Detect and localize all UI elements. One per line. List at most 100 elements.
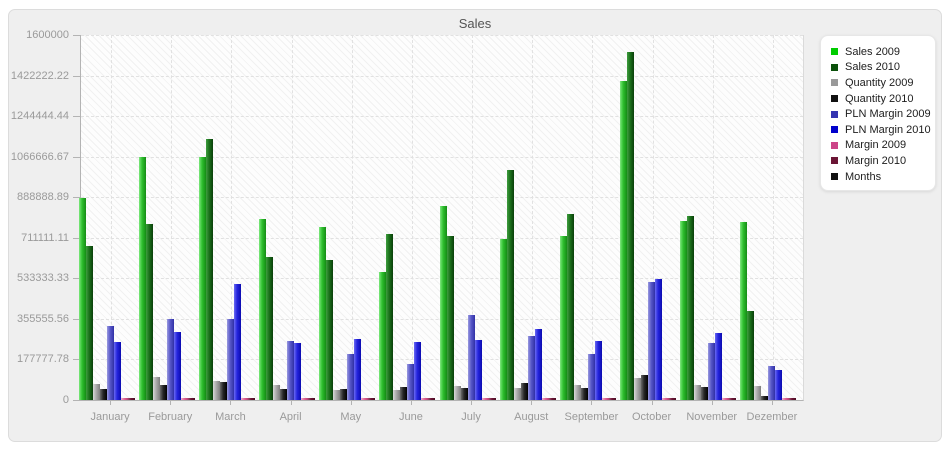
bar-pln-margin-2010[interactable]: [113, 341, 121, 400]
bar-margin-2010[interactable]: [488, 397, 496, 400]
legend-item-sales-2010[interactable]: Sales 2010: [831, 60, 929, 76]
bar-margin-2009[interactable]: [421, 398, 429, 400]
legend-item-quantity-2010[interactable]: Quantity 2010: [831, 91, 929, 107]
bar-pln-margin-2010[interactable]: [594, 341, 602, 400]
bar-sales-2010[interactable]: [386, 233, 394, 400]
bar-pln-margin-2009[interactable]: [768, 365, 776, 400]
bar-pln-margin-2010[interactable]: [655, 279, 663, 400]
bar-margin-2010[interactable]: [247, 397, 255, 400]
bar-sales-2009[interactable]: [740, 221, 748, 400]
bar-quantity-2009[interactable]: [393, 390, 401, 400]
bar-sales-2010[interactable]: [326, 260, 334, 400]
bar-sales-2009[interactable]: [499, 239, 507, 400]
bar-quantity-2010[interactable]: [340, 388, 348, 400]
legend-item-margin-2009[interactable]: Margin 2009: [831, 138, 929, 154]
bar-sales-2009[interactable]: [259, 218, 267, 400]
legend-item-pln-margin-2010[interactable]: PLN Margin 2010: [831, 122, 931, 138]
bar-quantity-2010[interactable]: [99, 388, 107, 400]
bar-pln-margin-2009[interactable]: [708, 342, 716, 400]
bar-quantity-2010[interactable]: [701, 387, 709, 400]
bar-margin-2010[interactable]: [548, 397, 556, 400]
bar-sales-2010[interactable]: [85, 245, 93, 400]
legend-item-sales-2009[interactable]: Sales 2009: [831, 44, 929, 60]
bar-sales-2009[interactable]: [138, 157, 146, 400]
bar-quantity-2010[interactable]: [280, 388, 288, 400]
bar-quantity-2009[interactable]: [513, 388, 521, 400]
bar-sales-2010[interactable]: [145, 224, 153, 400]
bar-pln-margin-2010[interactable]: [534, 329, 542, 400]
bar-quantity-2009[interactable]: [754, 385, 762, 400]
bar-sales-2009[interactable]: [319, 226, 327, 400]
bar-sales-2010[interactable]: [627, 52, 635, 400]
bar-quantity-2009[interactable]: [453, 386, 461, 400]
bar-margin-2009[interactable]: [120, 398, 128, 400]
bar-pln-margin-2009[interactable]: [166, 318, 174, 400]
bar-pln-margin-2010[interactable]: [775, 370, 783, 400]
bar-sales-2010[interactable]: [506, 169, 514, 400]
bar-sales-2009[interactable]: [680, 220, 688, 400]
bar-quantity-2010[interactable]: [460, 388, 468, 400]
bar-quantity-2010[interactable]: [400, 387, 408, 400]
bar-margin-2009[interactable]: [301, 398, 309, 400]
bar-margin-2010[interactable]: [789, 397, 797, 400]
bar-pln-margin-2009[interactable]: [287, 341, 295, 400]
legend-item-pln-margin-2009[interactable]: PLN Margin 2009: [831, 106, 931, 122]
bar-margin-2009[interactable]: [361, 398, 369, 400]
bar-quantity-2009[interactable]: [212, 380, 220, 400]
bar-sales-2009[interactable]: [78, 198, 86, 400]
bar-margin-2010[interactable]: [127, 397, 135, 400]
bar-margin-2009[interactable]: [662, 398, 670, 400]
bar-margin-2010[interactable]: [368, 397, 376, 400]
bar-pln-margin-2010[interactable]: [474, 340, 482, 400]
bar-quantity-2010[interactable]: [219, 381, 227, 400]
bar-margin-2009[interactable]: [180, 398, 188, 400]
bar-margin-2010[interactable]: [729, 397, 737, 400]
bar-margin-2010[interactable]: [608, 397, 616, 400]
bar-sales-2009[interactable]: [379, 271, 387, 400]
bar-quantity-2010[interactable]: [159, 384, 167, 400]
bar-pln-margin-2009[interactable]: [407, 363, 415, 400]
bar-sales-2010[interactable]: [446, 235, 454, 400]
bar-pln-margin-2009[interactable]: [587, 354, 595, 400]
bar-pln-margin-2009[interactable]: [347, 354, 355, 400]
bar-pln-margin-2010[interactable]: [414, 341, 422, 400]
bar-sales-2010[interactable]: [205, 138, 213, 400]
bar-quantity-2009[interactable]: [92, 383, 100, 400]
bar-quantity-2010[interactable]: [580, 388, 588, 400]
legend-item-months[interactable]: Months: [831, 169, 929, 185]
bar-sales-2009[interactable]: [620, 80, 628, 400]
legend-item-margin-2010[interactable]: Margin 2010: [831, 153, 929, 169]
bar-quantity-2009[interactable]: [333, 389, 341, 400]
bar-quantity-2010[interactable]: [641, 374, 649, 400]
bar-margin-2009[interactable]: [601, 398, 609, 400]
bar-sales-2010[interactable]: [566, 213, 574, 400]
bar-margin-2010[interactable]: [187, 397, 195, 400]
bar-sales-2009[interactable]: [559, 236, 567, 400]
bar-margin-2009[interactable]: [722, 398, 730, 400]
bar-sales-2010[interactable]: [687, 216, 695, 400]
bar-pln-margin-2009[interactable]: [527, 336, 535, 400]
bar-pln-margin-2010[interactable]: [233, 284, 241, 400]
bar-margin-2010[interactable]: [669, 397, 677, 400]
bar-quantity-2010[interactable]: [520, 383, 528, 400]
bar-pln-margin-2010[interactable]: [354, 339, 362, 400]
bar-margin-2009[interactable]: [240, 398, 248, 400]
bar-margin-2010[interactable]: [428, 397, 436, 400]
bar-pln-margin-2010[interactable]: [173, 332, 181, 400]
bar-quantity-2009[interactable]: [694, 385, 702, 400]
bar-pln-margin-2009[interactable]: [226, 318, 234, 400]
bar-margin-2009[interactable]: [541, 398, 549, 400]
bar-margin-2009[interactable]: [481, 398, 489, 400]
bar-quantity-2010[interactable]: [761, 395, 769, 400]
bar-margin-2009[interactable]: [782, 398, 790, 400]
bar-margin-2010[interactable]: [308, 397, 316, 400]
bar-sales-2009[interactable]: [439, 206, 447, 400]
bar-quantity-2009[interactable]: [634, 378, 642, 400]
bar-sales-2010[interactable]: [266, 256, 274, 400]
bar-quantity-2009[interactable]: [573, 385, 581, 400]
bar-pln-margin-2010[interactable]: [294, 342, 302, 400]
bar-pln-margin-2009[interactable]: [106, 326, 114, 400]
bar-pln-margin-2009[interactable]: [648, 282, 656, 400]
bar-quantity-2009[interactable]: [273, 385, 281, 400]
bar-pln-margin-2009[interactable]: [467, 315, 475, 400]
